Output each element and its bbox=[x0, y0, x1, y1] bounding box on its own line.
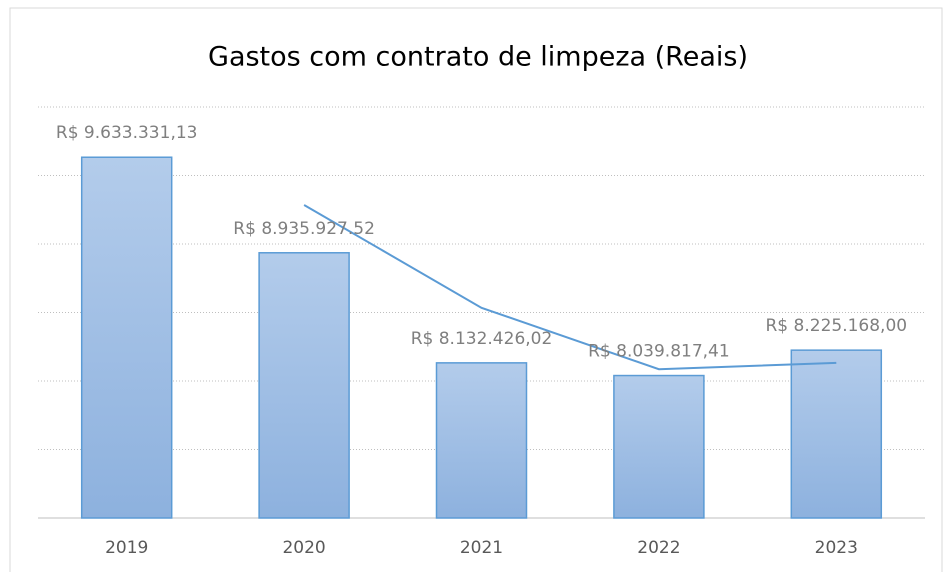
bar bbox=[258, 252, 350, 519]
chart-title: Gastos com contrato de limpeza (Reais) bbox=[208, 42, 748, 73]
x-tick-label: 2023 bbox=[815, 538, 858, 558]
bar bbox=[790, 349, 883, 519]
trend-line bbox=[303, 204, 837, 371]
value-label: R$ 9.633.331,13 bbox=[56, 123, 198, 143]
bar bbox=[435, 362, 528, 519]
x-tick-label: 2021 bbox=[460, 538, 503, 558]
value-label: R$ 8.935.927.52 bbox=[233, 219, 375, 239]
bar bbox=[80, 156, 173, 519]
value-label: R$ 8.039.817,41 bbox=[588, 342, 730, 362]
bar bbox=[613, 374, 705, 519]
x-tick-label: 2020 bbox=[282, 538, 325, 558]
value-label: R$ 8.132.426,02 bbox=[411, 329, 553, 349]
x-tick-label: 2019 bbox=[105, 538, 148, 558]
x-tick-label: 2022 bbox=[637, 538, 680, 558]
value-label: R$ 8.225.168,00 bbox=[766, 316, 908, 336]
